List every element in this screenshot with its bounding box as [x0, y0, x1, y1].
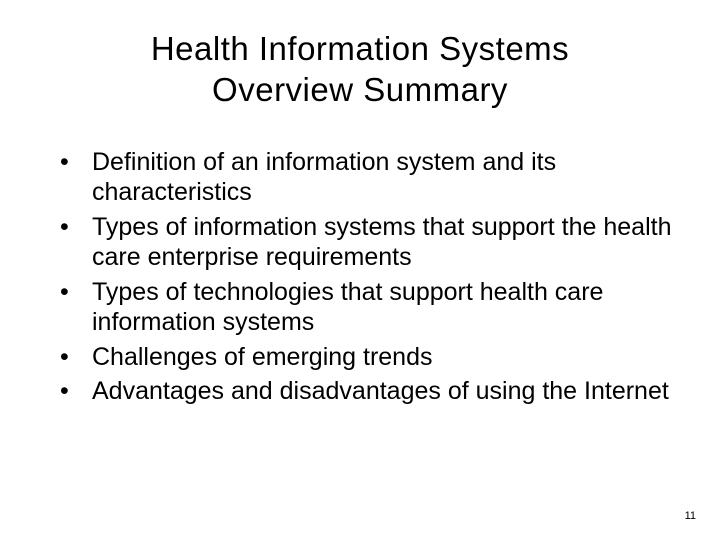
bullet-text: Types of technologies that support healt… — [92, 278, 603, 337]
bullet-text: Challenges of emerging trends — [92, 343, 432, 371]
page-number: 11 — [685, 510, 696, 522]
bullet-text: Definition of an information system and … — [92, 148, 556, 207]
list-item: Types of technologies that support healt… — [60, 277, 680, 338]
list-item: Definition of an information system and … — [60, 147, 680, 208]
list-item: Challenges of emerging trends — [60, 342, 680, 373]
list-item: Advantages and disadvantages of using th… — [60, 376, 680, 407]
slide-title: Health Information Systems Overview Summ… — [40, 28, 680, 111]
bullet-text: Types of information systems that suppor… — [92, 213, 671, 272]
title-line-1: Health Information Systems — [151, 30, 569, 67]
slide: Health Information Systems Overview Summ… — [0, 0, 720, 540]
list-item: Types of information systems that suppor… — [60, 212, 680, 273]
bullet-list: Definition of an information system and … — [40, 147, 680, 407]
title-line-2: Overview Summary — [212, 71, 508, 108]
bullet-text: Advantages and disadvantages of using th… — [92, 377, 669, 405]
